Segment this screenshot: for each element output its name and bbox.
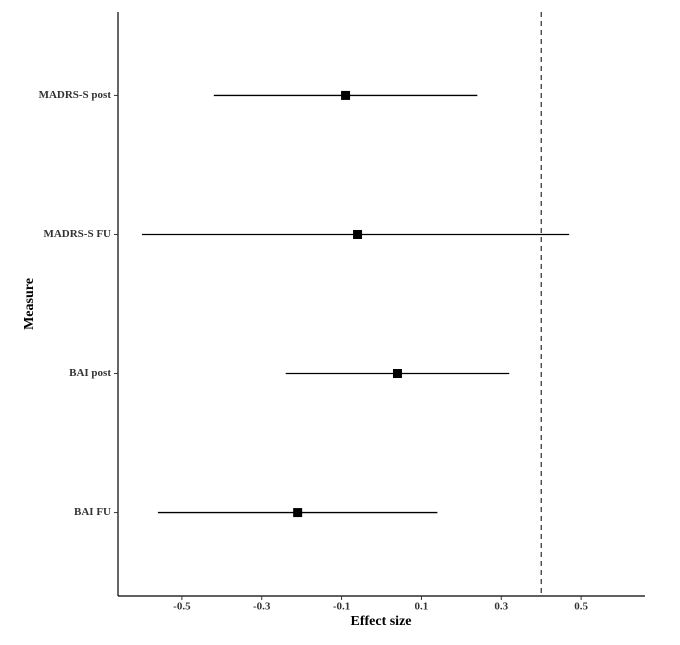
x-tick-label: -0.3 bbox=[253, 601, 271, 613]
x-axis-title: Effect size bbox=[350, 614, 411, 629]
y-tick-label: BAI post bbox=[69, 367, 111, 379]
x-tick-label: -0.5 bbox=[173, 601, 191, 613]
x-tick-label: -0.1 bbox=[333, 601, 350, 613]
y-tick-label: MADRS-S FU bbox=[43, 228, 111, 240]
point-estimate bbox=[353, 229, 363, 239]
x-tick-label: 0.3 bbox=[494, 601, 508, 613]
point-estimate bbox=[392, 369, 402, 379]
x-tick-label: 0.1 bbox=[415, 601, 429, 613]
y-axis-title: Measure bbox=[22, 278, 37, 330]
y-tick-label: BAI FU bbox=[74, 506, 111, 518]
y-tick-label: MADRS-S post bbox=[39, 89, 112, 101]
x-tick-label: 0.5 bbox=[574, 601, 588, 613]
point-estimate bbox=[293, 508, 303, 518]
point-estimate bbox=[341, 90, 351, 100]
